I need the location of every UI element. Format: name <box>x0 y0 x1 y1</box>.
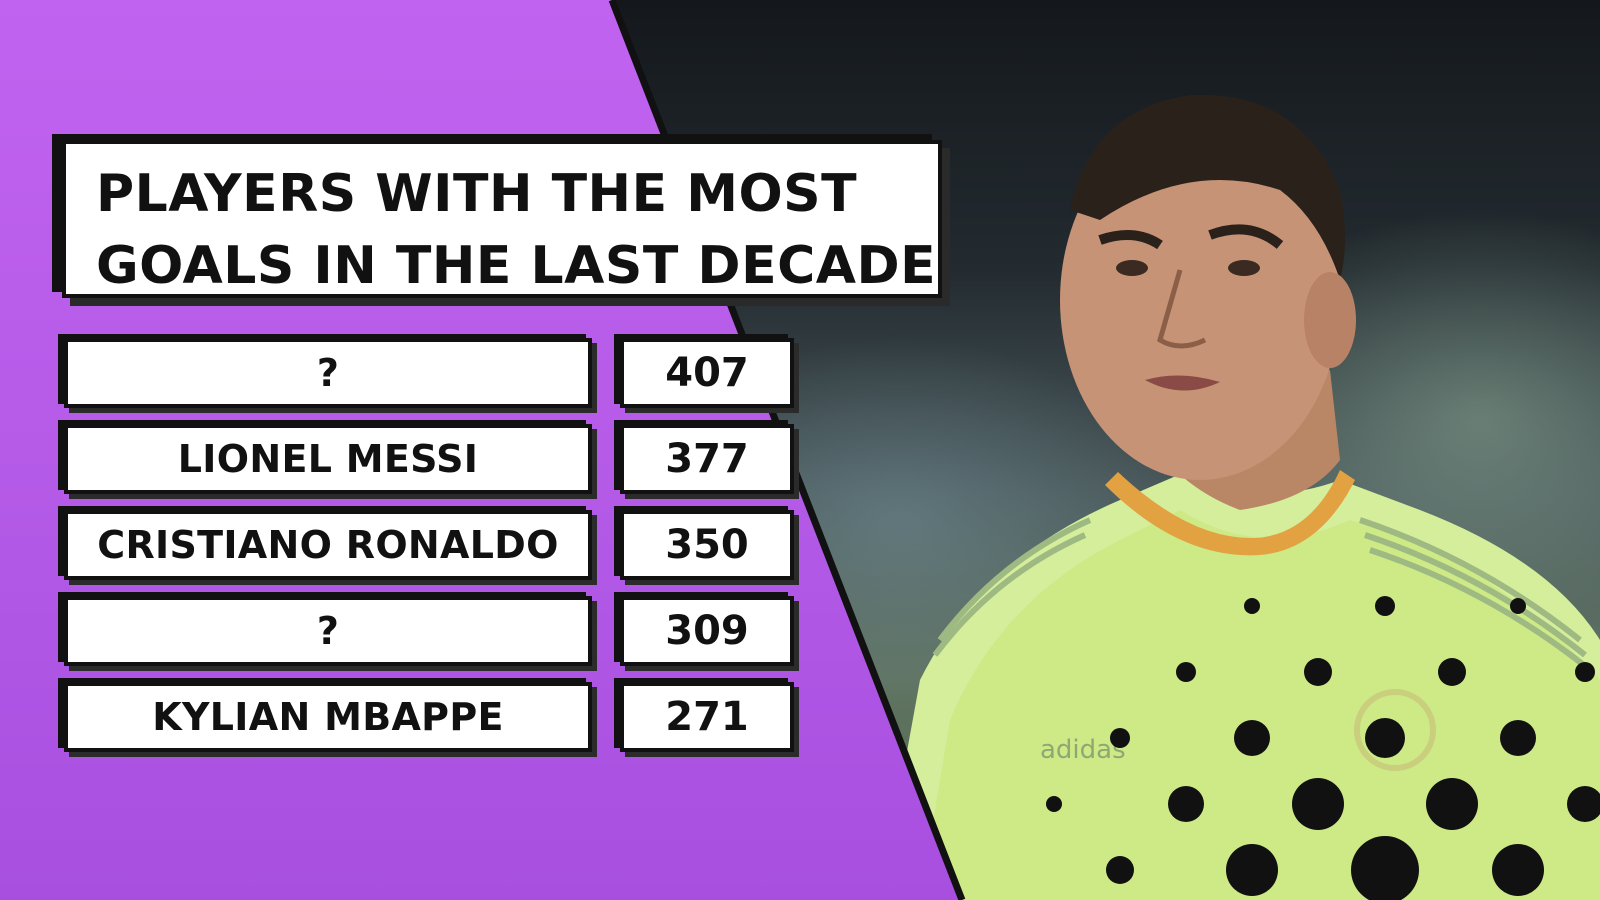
goals-value-cell: 271 <box>620 682 794 752</box>
player-name-cell: CRISTIANO RONALDO <box>64 510 592 580</box>
player-name-cell: KYLIAN MBAPPE <box>64 682 592 752</box>
title-card: PLAYERS WITH THE MOST GOALS IN THE LAST … <box>62 140 942 298</box>
title-line-1: PLAYERS WITH THE MOST <box>96 164 858 224</box>
player-name-cell: ? <box>64 596 592 666</box>
goals-value-cell: 407 <box>620 338 794 408</box>
title-line-2: GOALS IN THE LAST DECADE <box>96 236 937 296</box>
goals-value-cell: 309 <box>620 596 794 666</box>
player-name-cell: LIONEL MESSI <box>64 424 592 494</box>
decorative-dot-pattern <box>1046 596 1600 900</box>
goals-value-cell: 377 <box>620 424 794 494</box>
goals-value-cell: 350 <box>620 510 794 580</box>
player-name-cell: ? <box>64 338 592 408</box>
